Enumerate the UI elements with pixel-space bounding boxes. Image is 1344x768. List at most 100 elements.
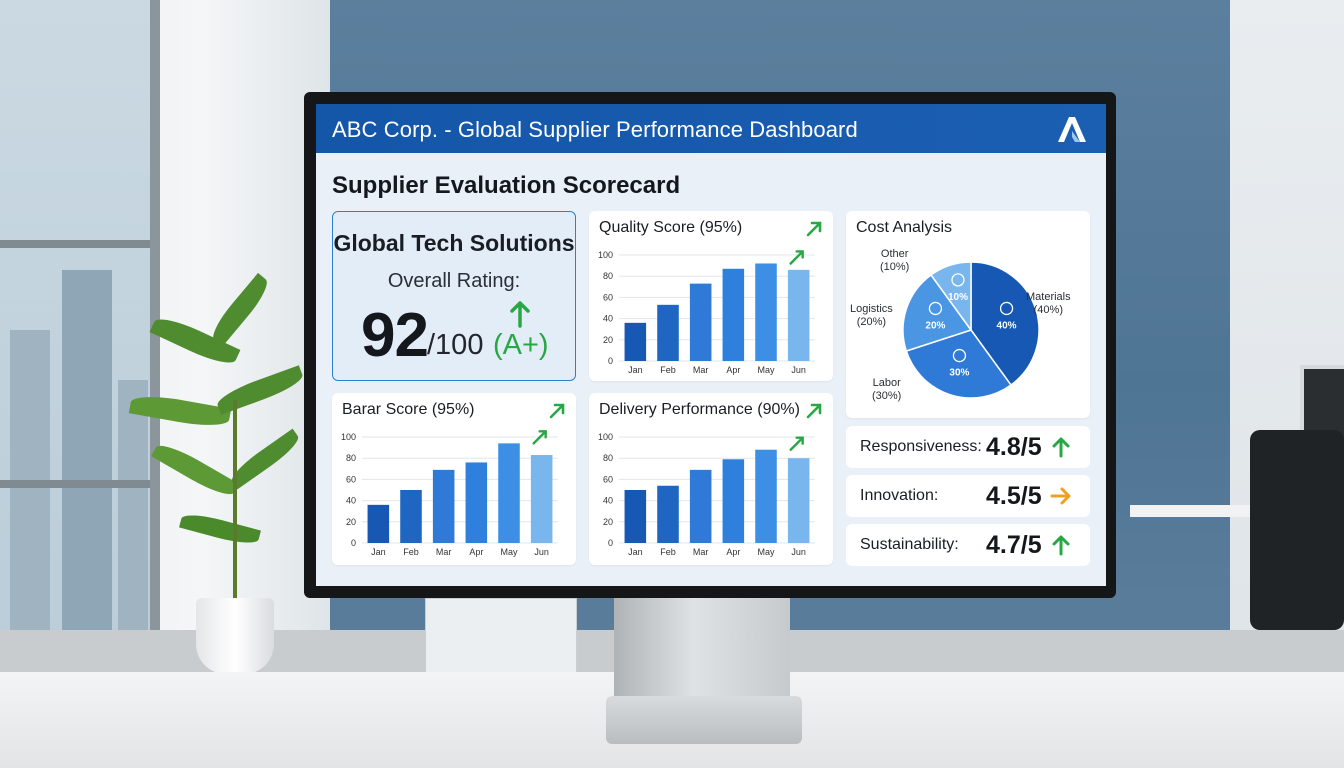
quality-score-card[interactable]: Quality Score (95%) 0 20 40 60 80 100 Jan Feb Ma… bbox=[589, 211, 833, 381]
x-tick-label: Apr bbox=[726, 547, 740, 557]
metric-responsiveness[interactable]: Responsiveness: 4.8/5 bbox=[846, 426, 1090, 468]
bar-jun bbox=[787, 458, 810, 543]
y-tick-label: 100 bbox=[598, 432, 613, 442]
x-tick-label: Feb bbox=[660, 547, 676, 557]
y-tick-label: 0 bbox=[608, 538, 613, 548]
office-window bbox=[0, 0, 160, 700]
delivery-performance-card[interactable]: Delivery Performance (90%) 0 20 40 60 80 100 J… bbox=[589, 393, 833, 565]
metric-value: 4.5/5 bbox=[986, 482, 1042, 510]
up-arrow-icon bbox=[1052, 437, 1070, 458]
y-tick-label: 20 bbox=[346, 517, 356, 527]
y-tick-label: 100 bbox=[341, 432, 356, 442]
page-title: Supplier Evaluation Scorecard bbox=[332, 172, 681, 199]
y-tick-label: 0 bbox=[608, 356, 613, 366]
pie-slice-logistics bbox=[902, 273, 973, 352]
bar-apr bbox=[722, 459, 745, 543]
bar-may bbox=[498, 443, 520, 543]
chart-title: Quality Score (95%) bbox=[599, 219, 743, 236]
rating-score: 92 bbox=[361, 301, 429, 370]
bar-mar bbox=[432, 469, 455, 543]
x-tick-label: Jun bbox=[791, 365, 806, 375]
monitor-stand bbox=[614, 592, 790, 702]
metric-value: 4.8/5 bbox=[986, 433, 1042, 461]
metric-label: Responsiveness: bbox=[860, 438, 982, 455]
pie-slice-value: 10% bbox=[948, 292, 968, 303]
x-tick-label: Mar bbox=[693, 365, 709, 375]
barar-bar-chart: 0 20 40 60 80 100 Jan Feb Mar Apr May Jun bbox=[341, 430, 558, 557]
dashboard-screen: ABC Corp. - Global Supplier Performance … bbox=[316, 104, 1106, 586]
y-tick-label: 40 bbox=[603, 314, 613, 324]
metric-label: Innovation: bbox=[860, 487, 939, 504]
barar-score-card[interactable]: Barar Score (95%) 0 20 40 60 80 100 Jan Feb Mar A… bbox=[332, 393, 576, 565]
y-tick-label: 0 bbox=[351, 538, 356, 548]
bar-apr bbox=[465, 462, 488, 543]
cost-pie-chart: 40% 30% 20% 10% bbox=[902, 261, 1040, 399]
y-tick-label: 80 bbox=[346, 453, 356, 463]
cost-analysis-card[interactable]: Cost Analysis 40% 30% 20% 10% Materials (40%… bbox=[846, 211, 1090, 418]
rating-grade: (A+) bbox=[493, 329, 549, 361]
y-tick-label: 40 bbox=[603, 496, 613, 506]
plant-pot bbox=[196, 598, 274, 674]
metric-innovation[interactable]: Innovation: 4.5/5 bbox=[846, 475, 1090, 517]
bar-feb bbox=[657, 485, 679, 543]
company-logo-icon[interactable] bbox=[1056, 115, 1088, 143]
cabinet bbox=[425, 598, 577, 676]
monitor-base bbox=[606, 696, 802, 744]
trend-up-icon bbox=[806, 221, 822, 237]
metric-sustainability[interactable]: Sustainability: 4.7/5 bbox=[846, 524, 1090, 566]
bar-apr bbox=[722, 268, 745, 361]
pie-label-materials: Materials (40%) bbox=[1026, 291, 1071, 316]
y-tick-label: 80 bbox=[603, 271, 613, 281]
pie-slice-value: 40% bbox=[997, 320, 1017, 331]
y-tick-label: 80 bbox=[603, 453, 613, 463]
quality-bar-chart: 0 20 40 60 80 100 Jan Feb Mar Apr May Jun bbox=[598, 250, 815, 375]
supplier-name: Global Tech Solutions bbox=[333, 230, 575, 256]
trend-up-icon bbox=[806, 403, 822, 419]
pie-slice-materials bbox=[970, 261, 1040, 387]
bar-feb bbox=[657, 304, 679, 361]
bar-may bbox=[755, 449, 777, 543]
window-mullion bbox=[0, 480, 150, 488]
y-tick-label: 100 bbox=[598, 250, 613, 260]
dollar-coin-icon bbox=[951, 273, 965, 287]
office-chair bbox=[1250, 430, 1344, 630]
chart-title: Cost Analysis bbox=[856, 219, 953, 236]
building bbox=[118, 380, 148, 670]
metric-label: Sustainability: bbox=[860, 536, 959, 553]
rating-label: Overall Rating: bbox=[387, 270, 521, 292]
trend-up-icon bbox=[532, 430, 547, 445]
y-tick-label: 40 bbox=[346, 496, 356, 506]
y-tick-label: 20 bbox=[603, 335, 613, 345]
pie-label-labor: Labor (30%) bbox=[872, 377, 902, 402]
bar-mar bbox=[689, 283, 712, 361]
window-mullion bbox=[0, 240, 150, 248]
x-tick-label: Jan bbox=[628, 547, 643, 557]
chart-title: Delivery Performance (90%) bbox=[599, 401, 800, 418]
bar-jan bbox=[624, 322, 647, 361]
money-hand-icon bbox=[999, 301, 1014, 316]
chart-title: Barar Score (95%) bbox=[342, 401, 475, 418]
y-tick-label: 60 bbox=[603, 292, 613, 302]
x-tick-label: May bbox=[757, 365, 775, 375]
y-tick-label: 60 bbox=[603, 474, 613, 484]
pie-slice-value: 20% bbox=[925, 320, 945, 331]
x-tick-label: Jan bbox=[628, 365, 643, 375]
x-tick-label: Feb bbox=[403, 547, 419, 557]
x-tick-label: Jun bbox=[791, 547, 806, 557]
bar-feb bbox=[400, 490, 422, 543]
trend-up-icon bbox=[789, 436, 804, 451]
y-tick-label: 20 bbox=[603, 517, 613, 527]
x-tick-label: Jun bbox=[534, 547, 549, 557]
x-tick-label: Jan bbox=[371, 547, 386, 557]
building bbox=[10, 330, 50, 670]
rating-max: /100 bbox=[427, 329, 484, 361]
title-bar: ABC Corp. - Global Supplier Performance … bbox=[316, 104, 1106, 153]
pie-slice-labor bbox=[905, 329, 1013, 399]
overall-rating-card[interactable]: Global Tech Solutions Overall Rating: 92… bbox=[332, 211, 576, 381]
bar-jan bbox=[367, 504, 390, 543]
x-tick-label: Apr bbox=[469, 547, 483, 557]
pie-label-other: Other (10%) bbox=[880, 248, 910, 273]
pie-label-logistics: Logistics (20%) bbox=[850, 303, 893, 328]
x-tick-label: Feb bbox=[660, 365, 676, 375]
worker-icon bbox=[952, 348, 967, 363]
